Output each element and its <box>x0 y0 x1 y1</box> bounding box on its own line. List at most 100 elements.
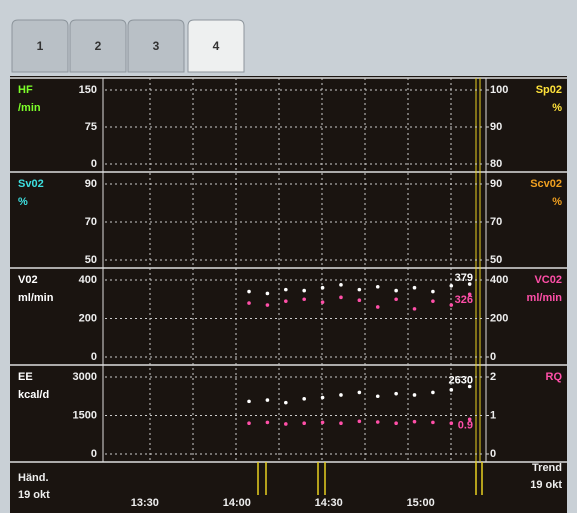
tab-label: 3 <box>153 39 160 53</box>
right-tick-label: 100 <box>490 84 508 96</box>
right-dot <box>302 421 306 426</box>
left-tick-label: 90 <box>85 178 97 190</box>
left-dot <box>284 287 288 292</box>
left-unit: ml/min <box>18 292 54 304</box>
tab[interactable]: 4 <box>187 19 245 73</box>
right-dot <box>339 295 343 300</box>
right-tick-label: 2 <box>490 371 496 383</box>
right-dot <box>375 420 380 424</box>
left-dot <box>449 388 454 392</box>
tab-shape <box>127 19 185 73</box>
right-dot <box>467 417 472 422</box>
left-dot <box>467 282 472 286</box>
left-dot <box>375 394 380 399</box>
tab[interactable]: 3 <box>127 19 185 73</box>
left-tick-label: 0 <box>91 158 97 170</box>
tab-shape <box>187 19 245 73</box>
left-tick-label: 0 <box>91 448 97 460</box>
right-dot <box>412 307 417 311</box>
left-latest-value: 2630 <box>449 374 473 386</box>
left-dot <box>431 289 435 294</box>
right-dot <box>394 421 398 426</box>
right-latest-value: 326 <box>455 294 473 306</box>
left-dot <box>449 283 454 288</box>
right-dot <box>357 419 362 424</box>
left-dot <box>375 284 380 289</box>
right-tick-label: 0 <box>490 448 496 460</box>
tab-shape <box>11 19 69 73</box>
right-tick-label: 90 <box>490 121 502 133</box>
left-tick-label: 70 <box>85 216 97 228</box>
left-tick-label: 150 <box>79 84 97 96</box>
right-tick-label: 200 <box>490 312 508 324</box>
right-unit: ml/min <box>527 292 563 304</box>
right-label: VC02 <box>534 274 562 286</box>
left-label: HF <box>18 84 33 96</box>
right-tick-label: 400 <box>490 274 508 286</box>
left-label: Sv02 <box>18 178 44 190</box>
left-tick-label: 200 <box>79 312 97 324</box>
footer-right: Trend <box>532 462 562 474</box>
time-label: 15:00 <box>407 497 435 509</box>
right-dot <box>247 421 251 426</box>
left-dot <box>357 390 362 395</box>
left-dot <box>302 397 306 401</box>
layout <box>10 77 567 495</box>
left-dot <box>467 384 472 389</box>
right-dot <box>302 297 306 302</box>
right-latest-value: 0.9 <box>458 419 473 431</box>
right-label: Scv02 <box>530 178 562 190</box>
tab[interactable]: 1 <box>11 19 69 73</box>
right-unit: % <box>552 102 562 114</box>
left-tick-label: 1500 <box>73 409 97 421</box>
tab-label: 2 <box>95 39 102 53</box>
left-dot <box>412 393 417 397</box>
left-dot <box>394 391 398 396</box>
left-dot <box>302 288 306 293</box>
left-tick-label: 0 <box>91 351 97 363</box>
left-dot <box>247 399 251 404</box>
right-unit: % <box>552 196 562 208</box>
right-dot <box>412 419 417 424</box>
left-dot <box>284 400 288 405</box>
right-label: RQ <box>546 371 563 383</box>
right-tick-label: 90 <box>490 178 502 190</box>
tab-label: 1 <box>37 39 44 53</box>
right-tick-label: 50 <box>490 254 502 266</box>
right-dot <box>320 420 325 425</box>
left-tick-label: 3000 <box>73 371 97 383</box>
tab-shape <box>69 19 127 73</box>
left-unit: kcal/d <box>18 389 49 401</box>
footer-right: 19 okt <box>530 479 562 491</box>
plot: HF/minSp02%0751508090100Sv02%Scv02%50709… <box>18 84 562 509</box>
right-dot <box>339 421 343 426</box>
right-dot <box>431 299 435 303</box>
left-label: V02 <box>18 274 38 286</box>
right-dot <box>449 421 454 426</box>
right-dot <box>265 420 270 425</box>
right-tick-label: 80 <box>490 158 502 170</box>
left-dot <box>320 395 325 400</box>
left-dot <box>320 285 325 290</box>
left-dot <box>265 291 270 296</box>
left-dot <box>431 390 435 395</box>
right-label: Sp02 <box>536 84 562 96</box>
right-tick-label: 1 <box>490 409 496 421</box>
right-dot <box>394 297 398 302</box>
left-tick-label: 400 <box>79 274 97 286</box>
right-dot <box>375 305 380 309</box>
left-latest-value: 379 <box>455 272 473 284</box>
right-dot <box>265 303 270 307</box>
right-dot <box>284 299 288 303</box>
left-label: EE <box>18 371 33 383</box>
time-label: 14:00 <box>223 497 251 509</box>
left-dot <box>357 287 362 292</box>
left-unit: /min <box>18 102 41 114</box>
tab[interactable]: 2 <box>69 19 127 73</box>
left-dot <box>339 393 343 397</box>
tab-bar: 1 2 3 4 <box>11 19 245 73</box>
right-dot <box>320 300 325 304</box>
left-tick-label: 50 <box>85 254 97 266</box>
